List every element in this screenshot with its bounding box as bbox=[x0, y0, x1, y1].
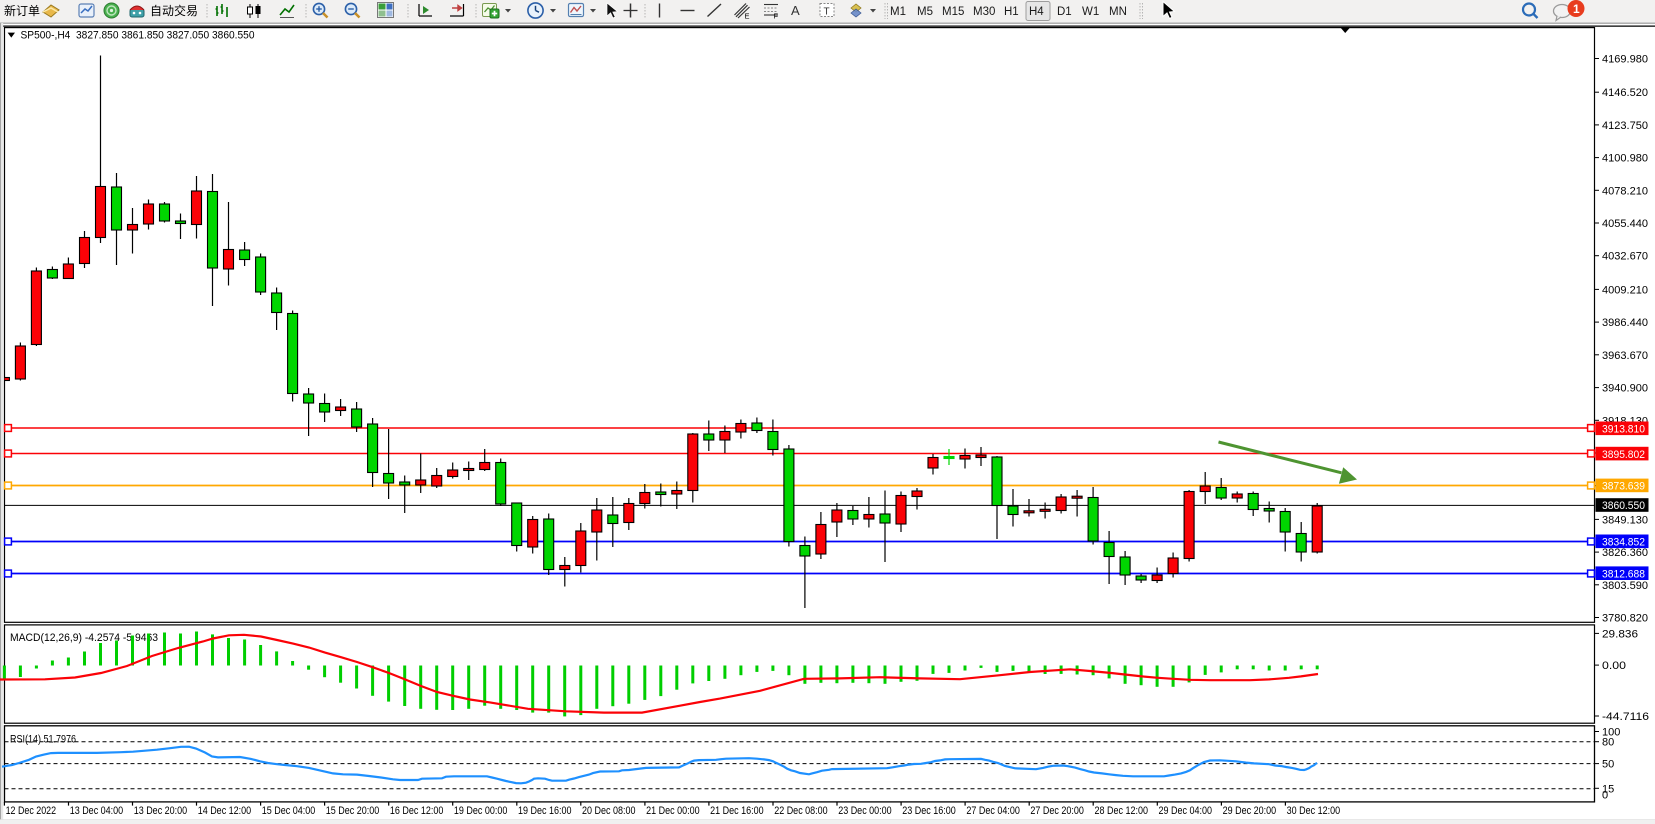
svg-text:RSI(14) 51.7976: RSI(14) 51.7976 bbox=[10, 734, 76, 746]
svg-text:3895.802: 3895.802 bbox=[1602, 449, 1645, 461]
svg-text:30 Dec 12:00: 30 Dec 12:00 bbox=[1287, 805, 1341, 817]
svg-text:15 Dec 20:00: 15 Dec 20:00 bbox=[326, 805, 380, 817]
svg-text:M30: M30 bbox=[973, 6, 995, 18]
svg-text:20 Dec 08:00: 20 Dec 08:00 bbox=[582, 805, 636, 817]
svg-text:3986.440: 3986.440 bbox=[1602, 317, 1648, 329]
svg-text:23 Dec 00:00: 23 Dec 00:00 bbox=[838, 805, 892, 817]
svg-text:4032.670: 4032.670 bbox=[1602, 251, 1648, 263]
svg-text:19 Dec 00:00: 19 Dec 00:00 bbox=[454, 805, 508, 817]
svg-text:23 Dec 16:00: 23 Dec 16:00 bbox=[902, 805, 956, 817]
svg-text:F: F bbox=[774, 12, 779, 21]
svg-text:M15: M15 bbox=[942, 6, 964, 18]
svg-text:19 Dec 16:00: 19 Dec 16:00 bbox=[518, 805, 572, 817]
svg-text:SP500-,H4 3827.850 3861.850 3: SP500-,H4 3827.850 3861.850 3827.050 386… bbox=[21, 29, 255, 41]
svg-text:T: T bbox=[824, 7, 830, 18]
svg-text:27 Dec 20:00: 27 Dec 20:00 bbox=[1030, 805, 1084, 817]
svg-text:4146.520: 4146.520 bbox=[1602, 87, 1648, 99]
svg-text:M5: M5 bbox=[917, 6, 933, 18]
svg-text:3849.130: 3849.130 bbox=[1602, 514, 1648, 526]
svg-text:15 Dec 04:00: 15 Dec 04:00 bbox=[262, 805, 316, 817]
svg-text:22 Dec 08:00: 22 Dec 08:00 bbox=[774, 805, 828, 817]
svg-text:3826.360: 3826.360 bbox=[1602, 547, 1648, 559]
svg-text:3812.688: 3812.688 bbox=[1602, 568, 1645, 580]
svg-text:0: 0 bbox=[1602, 789, 1608, 801]
svg-text:M1: M1 bbox=[890, 6, 906, 18]
svg-text:21 Dec 00:00: 21 Dec 00:00 bbox=[646, 805, 700, 817]
svg-text:50: 50 bbox=[1602, 759, 1614, 771]
svg-text:4169.980: 4169.980 bbox=[1602, 54, 1648, 66]
svg-text:3780.820: 3780.820 bbox=[1602, 613, 1648, 625]
svg-text:MN: MN bbox=[1109, 6, 1127, 18]
svg-text:4100.980: 4100.980 bbox=[1602, 153, 1648, 165]
svg-text:A: A bbox=[791, 3, 800, 18]
svg-text:29 Dec 04:00: 29 Dec 04:00 bbox=[1159, 805, 1213, 817]
svg-text:16 Dec 12:00: 16 Dec 12:00 bbox=[390, 805, 444, 817]
svg-text:3963.670: 3963.670 bbox=[1602, 350, 1648, 362]
svg-text:E: E bbox=[745, 12, 750, 21]
svg-text:3873.639: 3873.639 bbox=[1602, 481, 1645, 493]
svg-text:3803.590: 3803.590 bbox=[1602, 580, 1648, 592]
svg-text:13 Dec 04:00: 13 Dec 04:00 bbox=[70, 805, 124, 817]
svg-text:3834.852: 3834.852 bbox=[1602, 537, 1645, 549]
svg-text:12 Dec 2022: 12 Dec 2022 bbox=[6, 805, 57, 817]
svg-text:3860.550: 3860.550 bbox=[1602, 500, 1645, 512]
svg-text:14 Dec 12:00: 14 Dec 12:00 bbox=[198, 805, 252, 817]
svg-text:4055.440: 4055.440 bbox=[1602, 218, 1648, 230]
svg-text:28 Dec 12:00: 28 Dec 12:00 bbox=[1095, 805, 1149, 817]
svg-text:13 Dec 20:00: 13 Dec 20:00 bbox=[134, 805, 188, 817]
svg-text:80: 80 bbox=[1602, 737, 1614, 749]
svg-text:0.00: 0.00 bbox=[1602, 660, 1626, 672]
svg-text:27 Dec 04:00: 27 Dec 04:00 bbox=[966, 805, 1020, 817]
svg-text:3913.810: 3913.810 bbox=[1602, 424, 1645, 436]
svg-text:H1: H1 bbox=[1004, 6, 1019, 18]
svg-text:1: 1 bbox=[1573, 2, 1580, 16]
svg-text:-44.7116: -44.7116 bbox=[1602, 711, 1649, 723]
svg-text:21 Dec 16:00: 21 Dec 16:00 bbox=[710, 805, 764, 817]
svg-text:100: 100 bbox=[1602, 727, 1620, 739]
svg-text:H4: H4 bbox=[1029, 6, 1044, 18]
svg-text:自动交易: 自动交易 bbox=[150, 3, 198, 18]
svg-text:MACD(12,26,9) -4.2574 -5.9463: MACD(12,26,9) -4.2574 -5.9463 bbox=[10, 632, 158, 644]
svg-text:新订单: 新订单 bbox=[4, 3, 40, 18]
svg-text:3940.900: 3940.900 bbox=[1602, 383, 1648, 395]
svg-text:W1: W1 bbox=[1082, 6, 1099, 18]
svg-text:29 Dec 20:00: 29 Dec 20:00 bbox=[1223, 805, 1277, 817]
svg-text:15: 15 bbox=[1602, 783, 1614, 795]
svg-text:29.836: 29.836 bbox=[1602, 628, 1638, 640]
svg-text:D1: D1 bbox=[1057, 6, 1072, 18]
svg-text:4123.750: 4123.750 bbox=[1602, 120, 1648, 132]
svg-text:4009.210: 4009.210 bbox=[1602, 284, 1648, 296]
svg-text:4078.210: 4078.210 bbox=[1602, 185, 1648, 197]
